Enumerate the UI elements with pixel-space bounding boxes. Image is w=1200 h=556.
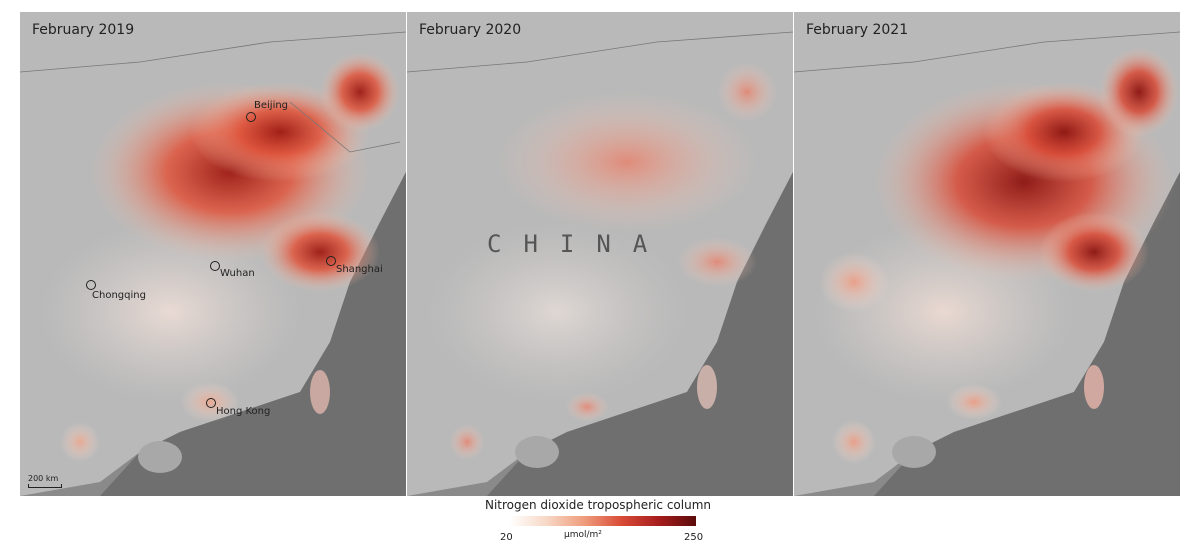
map-2021 bbox=[794, 12, 1180, 496]
panel-title: February 2021 bbox=[806, 22, 909, 38]
map-2019 bbox=[20, 12, 406, 496]
panel-title: February 2020 bbox=[419, 22, 522, 38]
hong-kong-marker bbox=[206, 398, 216, 408]
legend-max-value: 250 bbox=[684, 532, 704, 543]
map-panel-2020: February 2020 CHINA bbox=[407, 12, 793, 496]
taiwan-island bbox=[310, 370, 330, 414]
country-label: CHINA bbox=[487, 230, 670, 258]
hainan-island bbox=[138, 441, 182, 473]
panel-title: February 2019 bbox=[32, 22, 135, 38]
city-label-shanghai: Shanghai bbox=[336, 264, 383, 275]
scale-bar: 200 km bbox=[28, 474, 62, 488]
shanghai-marker bbox=[326, 256, 336, 266]
city-label-hong-kong: Hong Kong bbox=[216, 406, 271, 417]
color-legend: Nitrogen dioxide tropospheric column 20 … bbox=[478, 498, 718, 550]
wuhan-marker bbox=[210, 261, 220, 271]
map-panel-2021: February 2021 bbox=[794, 12, 1180, 496]
map-2020 bbox=[407, 12, 793, 496]
city-label-wuhan: Wuhan bbox=[220, 268, 255, 279]
chongqing-marker bbox=[86, 280, 96, 290]
city-label-beijing: Beijing bbox=[254, 100, 289, 111]
scale-bar-label: 200 km bbox=[28, 474, 59, 483]
legend-color-bar bbox=[510, 516, 696, 526]
city-label-chongqing: Chongqing bbox=[92, 290, 146, 301]
sea bbox=[100, 172, 406, 496]
map-panel-2019: February 2019 Beijing Wuhan Shanghai Cho… bbox=[20, 12, 406, 496]
legend-title: Nitrogen dioxide tropospheric column bbox=[484, 498, 711, 512]
beijing-marker bbox=[246, 112, 256, 122]
legend-unit: µmol/m² bbox=[564, 530, 602, 540]
legend-min-value: 20 bbox=[500, 532, 513, 543]
